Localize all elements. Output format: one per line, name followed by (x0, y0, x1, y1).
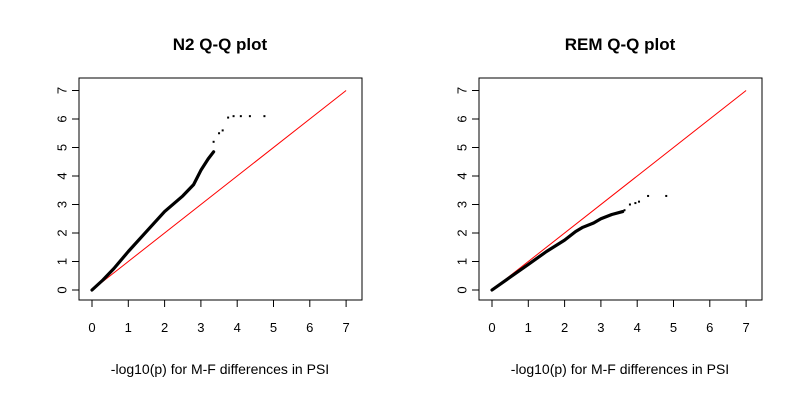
n2-y-axis: 0 1 2 3 4 5 6 7 (55, 87, 80, 294)
n2-y-tick-label-3: 3 (55, 201, 70, 208)
rem-y-tick-label-3: 3 (455, 201, 470, 208)
n2-data-point-5 (239, 115, 242, 118)
rem-data-point-4 (647, 194, 650, 197)
rem-x-tick-label-1: 1 (525, 320, 532, 335)
n2-y-tick-label-1: 1 (55, 258, 70, 265)
n2-y-tick-label-6: 6 (55, 115, 70, 122)
rem-y-tick-label-4: 4 (455, 172, 470, 179)
rem-data-point-0 (623, 209, 626, 212)
n2-data-point-7 (263, 115, 266, 118)
rem-qq-panel: REM Q-Q plot 0 1 2 3 4 5 6 7 0 1 2 3 4 5 6 7 -log10(p)… (455, 35, 763, 377)
n2-chart-title: N2 Q-Q plot (173, 35, 268, 54)
rem-x-axis-label: -log10(p) for M-F differences in PSI (511, 361, 729, 377)
rem-x-tick-label-3: 3 (597, 320, 604, 335)
n2-x-tick-label-0: 0 (88, 320, 95, 335)
rem-y-tick-label-0: 0 (455, 286, 470, 293)
rem-x-tick-label-7: 7 (742, 320, 749, 335)
n2-reference-line-layer (91, 90, 347, 291)
rem-y-tick-label-6: 6 (455, 115, 470, 122)
rem-dense-points (490, 210, 625, 292)
rem-x-tick-label-6: 6 (706, 320, 713, 335)
n2-data-point-3 (227, 116, 230, 119)
rem-x-tick-label-4: 4 (634, 320, 641, 335)
rem-y-tick-label-5: 5 (455, 144, 470, 151)
rem-x-tick-label-5: 5 (670, 320, 677, 335)
n2-y-tick-label-7: 7 (55, 87, 70, 94)
rem-reference-line (491, 90, 747, 291)
n2-x-axis: 0 1 2 3 4 5 6 7 (88, 299, 350, 335)
rem-data-points (490, 194, 668, 292)
n2-data-point-4 (232, 115, 235, 118)
n2-data-point-1 (218, 132, 221, 135)
rem-y-tick-label-7: 7 (455, 87, 470, 94)
n2-x-tick-label-6: 6 (306, 320, 313, 335)
n2-data-point-6 (248, 115, 251, 118)
rem-data-point-5 (665, 194, 668, 197)
rem-y-axis: 0 1 2 3 4 5 6 7 (455, 87, 480, 294)
n2-x-tick-label-1: 1 (125, 320, 132, 335)
n2-y-tick-label-4: 4 (55, 172, 70, 179)
rem-chart-title: REM Q-Q plot (565, 35, 676, 54)
n2-dense-points (90, 150, 216, 292)
n2-x-tick-label-4: 4 (234, 320, 241, 335)
n2-data-points (90, 115, 266, 292)
n2-y-tick-label-0: 0 (55, 286, 70, 293)
n2-x-tick-label-5: 5 (270, 320, 277, 335)
n2-data-point-0 (212, 140, 215, 143)
n2-reference-line (91, 90, 347, 291)
n2-x-axis-label: -log10(p) for M-F differences in PSI (111, 361, 329, 377)
n2-qq-panel: N2 Q-Q plot 0 1 2 3 4 5 6 7 0 1 2 3 4 5 6 7 -log10(p) … (55, 35, 363, 377)
n2-x-tick-label-7: 7 (342, 320, 349, 335)
rem-y-tick-label-2: 2 (455, 229, 470, 236)
n2-data-point-2 (221, 129, 224, 132)
rem-y-tick-label-1: 1 (455, 258, 470, 265)
rem-x-tick-label-0: 0 (488, 320, 495, 335)
rem-x-tick-label-2: 2 (561, 320, 568, 335)
rem-data-point-2 (634, 202, 637, 205)
n2-y-tick-label-2: 2 (55, 229, 70, 236)
n2-y-tick-label-5: 5 (55, 144, 70, 151)
rem-data-point-3 (638, 200, 641, 203)
n2-x-tick-label-3: 3 (197, 320, 204, 335)
n2-x-tick-label-2: 2 (161, 320, 168, 335)
rem-x-axis: 0 1 2 3 4 5 6 7 (488, 299, 750, 335)
rem-data-point-1 (628, 203, 631, 206)
rem-reference-line-layer (491, 90, 747, 291)
